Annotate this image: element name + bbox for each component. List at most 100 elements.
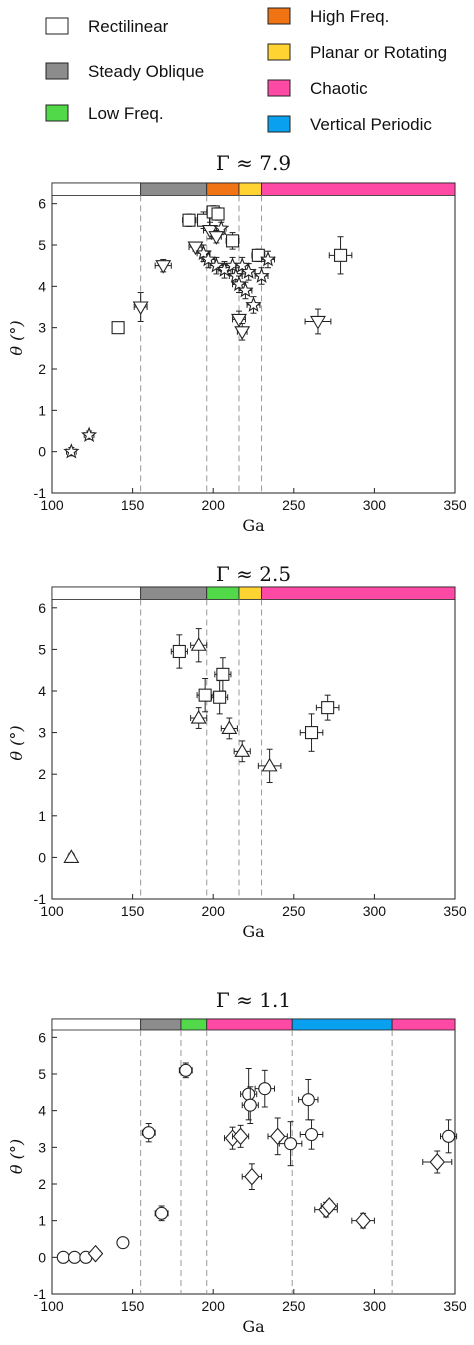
diamond-marker — [244, 1167, 260, 1186]
star-marker — [200, 250, 217, 267]
x-tick-label: 100 — [40, 1298, 64, 1314]
triangle-up-marker — [234, 743, 251, 757]
plot-area — [51, 1018, 456, 1295]
y-tick-label: 5 — [38, 1066, 46, 1082]
legend-swatch — [45, 17, 69, 35]
y-axis-label: θ (°) — [7, 1139, 26, 1174]
square-marker — [182, 213, 196, 227]
circle-marker — [242, 1087, 256, 1101]
y-tick-label: -1 — [34, 1286, 47, 1302]
star-marker — [208, 257, 225, 273]
circle-marker — [442, 1129, 456, 1143]
circle-marker — [142, 1126, 156, 1140]
regime-segment: Steady Oblique — [140, 586, 208, 600]
square-marker — [225, 234, 240, 248]
panel-title: Γ ≈ 2.5 — [216, 562, 291, 586]
legend-label: Rectilinear — [88, 17, 169, 36]
x-axis-label: Ga — [242, 516, 265, 535]
x-tick-label: 300 — [363, 1298, 387, 1314]
diamond-marker — [87, 1244, 104, 1263]
regime-segment: Chaotic — [206, 1018, 293, 1031]
plot-area — [51, 182, 456, 494]
triangle-down-marker — [231, 313, 247, 328]
regime-segment: Vertical Periodic — [291, 1018, 393, 1031]
regime-segment: Planar or Rotating — [238, 586, 262, 600]
x-tick-label: 350 — [443, 903, 467, 919]
star-marker — [240, 263, 257, 279]
diamond-marker — [429, 1153, 445, 1171]
legend-swatch — [267, 43, 291, 61]
star-marker — [259, 251, 277, 267]
x-axis-label: Ga — [242, 1317, 265, 1336]
y-tick-label: 3 — [38, 320, 46, 336]
legend-swatch — [267, 79, 291, 97]
circle-marker — [304, 1127, 319, 1142]
square-marker — [321, 701, 335, 715]
triangle-down-marker — [310, 315, 326, 330]
triangle-down-marker — [208, 231, 225, 245]
x-tick-label: 300 — [363, 497, 387, 513]
y-tick-label: 6 — [38, 600, 46, 616]
legend-swatch — [267, 115, 291, 133]
circle-marker — [155, 1206, 169, 1220]
regime-segment: Chaotic — [391, 1018, 456, 1031]
circle-marker — [56, 1250, 70, 1264]
legend-label: Planar or Rotating — [310, 43, 447, 62]
diamond-marker — [232, 1127, 249, 1146]
triangle-down-marker — [187, 241, 204, 256]
panel-gamma-2-5: Γ ≈ 2.5 RectilinearSteady ObliqueLow Freq… — [7, 562, 467, 941]
x-tick-label: 200 — [202, 497, 226, 513]
regime-segment: Rectilinear — [51, 586, 142, 600]
star-marker — [80, 426, 98, 443]
circle-marker — [179, 1063, 193, 1077]
y-tick-label: 0 — [38, 1249, 46, 1265]
triangle-down-marker — [132, 301, 149, 316]
y-tick-label: 4 — [38, 683, 46, 699]
y-tick-label: 3 — [38, 725, 46, 741]
x-tick-label: 100 — [40, 903, 64, 919]
legend-label: Low Freq. — [88, 104, 164, 123]
y-tick-label: 2 — [38, 361, 46, 377]
x-tick-label: 350 — [443, 497, 467, 513]
square-marker — [304, 726, 319, 740]
y-tick-label: 4 — [38, 278, 46, 294]
x-tick-label: 150 — [121, 1298, 145, 1314]
square-marker — [333, 248, 348, 262]
legend-label: High Freq. — [310, 7, 389, 26]
x-tick-label: 250 — [282, 497, 306, 513]
y-tick-label: 4 — [38, 1103, 46, 1119]
x-tick-label: 250 — [282, 1298, 306, 1314]
triangle-up-marker — [261, 757, 278, 772]
regime-segment: Chaotic — [261, 586, 456, 600]
x-tick-label: 200 — [202, 903, 226, 919]
diamond-marker — [355, 1211, 371, 1230]
circle-marker — [243, 1098, 257, 1112]
regime-segment: Rectilinear — [51, 1018, 142, 1031]
circle-marker — [116, 1236, 130, 1250]
y-tick-label: 5 — [38, 641, 46, 657]
y-axis-label: θ (°) — [7, 320, 26, 355]
y-tick-label: 0 — [38, 444, 46, 460]
y-tick-label: 3 — [38, 1139, 46, 1155]
star-marker — [245, 296, 262, 312]
y-tick-label: 2 — [38, 1176, 46, 1192]
panel-gamma-7-9: Γ ≈ 7.9 RectilinearSteady ObliqueHigh Fre… — [7, 151, 467, 535]
legend: Rectilinear High Freq. Steady Oblique Plana… — [45, 7, 447, 134]
y-axis-label: θ (°) — [7, 725, 26, 760]
triangle-up-marker — [190, 637, 207, 651]
x-tick-label: 150 — [121, 903, 145, 919]
triangle-up-marker — [221, 720, 238, 734]
legend-swatch — [45, 104, 69, 122]
x-tick-label: 200 — [202, 1298, 226, 1314]
panel-title: Γ ≈ 7.9 — [216, 151, 291, 175]
square-marker — [213, 690, 227, 704]
y-tick-label: 5 — [38, 237, 46, 253]
y-tick-label: 2 — [38, 766, 46, 782]
regime-segment: Planar or Rotating — [238, 182, 262, 196]
y-tick-label: -1 — [34, 891, 47, 907]
triangle-down-marker — [234, 326, 251, 340]
regime-segment: Steady Oblique — [140, 182, 208, 196]
star-marker — [237, 281, 254, 298]
regime-segment: Low Freq. — [180, 1018, 208, 1031]
circle-marker — [258, 1082, 272, 1096]
